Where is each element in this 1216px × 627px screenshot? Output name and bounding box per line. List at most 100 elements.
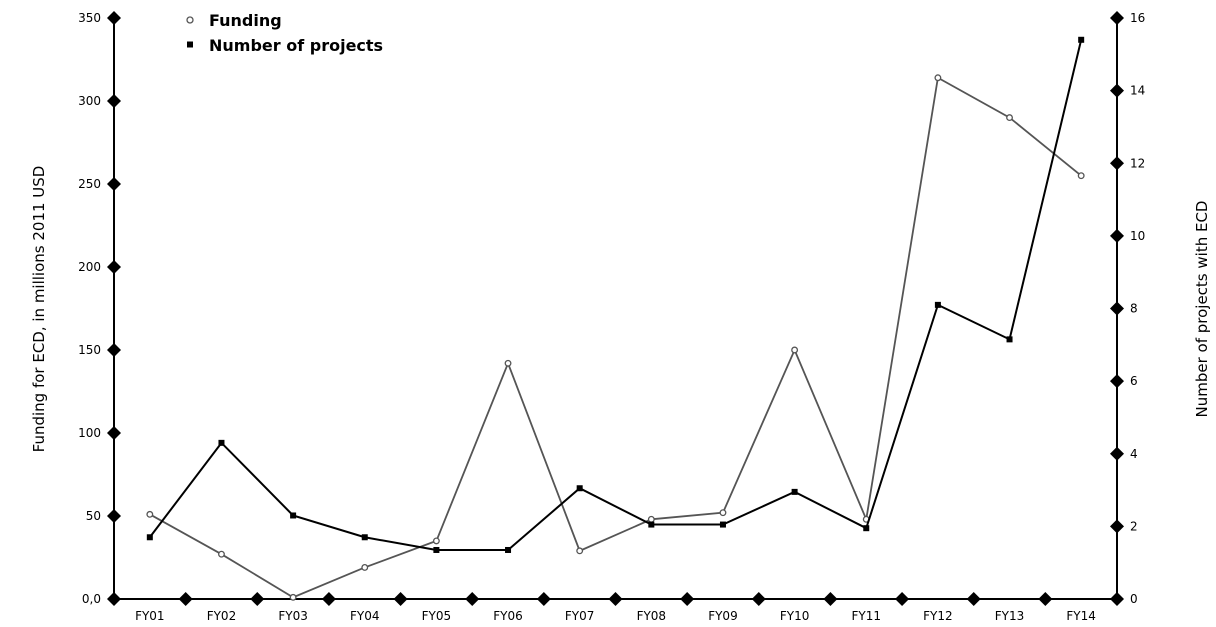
y2-tick-mark <box>1110 229 1124 243</box>
x-tick-label: FY14 <box>1066 609 1096 623</box>
funding-point <box>219 551 225 557</box>
x-tick-mark <box>895 592 909 606</box>
y-tick-label: 150 <box>78 343 101 357</box>
y-tick-label: 0,0 <box>82 592 101 606</box>
funding-point <box>505 360 511 366</box>
projects-point <box>648 522 654 528</box>
legend-funding-label: Funding <box>209 11 282 30</box>
y2-tick-mark <box>1110 447 1124 461</box>
y2-tick-mark <box>1110 374 1124 388</box>
x-tick-mark <box>250 592 264 606</box>
x-tick-label: FY01 <box>135 609 165 623</box>
projects-point <box>290 512 296 518</box>
funding-point <box>147 512 153 518</box>
x-tick-mark <box>322 592 336 606</box>
axes <box>114 18 1117 599</box>
x-tick-mark <box>680 592 694 606</box>
x-tick-label: FY09 <box>708 609 738 623</box>
funding-point <box>792 347 798 353</box>
y2-tick-mark <box>1110 592 1124 606</box>
projects-point <box>1078 37 1084 43</box>
y2-tick-mark <box>1110 156 1124 170</box>
y2-tick-label: 10 <box>1130 229 1145 243</box>
projects-point <box>720 522 726 528</box>
ticks: 0,0 50 100 150 200 250 300 350 0 2 4 6 8 10 12 14 16 FY01… <box>78 11 1145 623</box>
x-tick-label: FY08 <box>637 609 667 623</box>
y2-tick-label: 8 <box>1130 302 1138 316</box>
projects-point <box>863 525 869 531</box>
x-tick-mark <box>537 592 551 606</box>
projects-point <box>433 547 439 553</box>
funding-point <box>1078 173 1084 179</box>
y2-tick-label: 16 <box>1130 11 1145 25</box>
y2-tick-mark <box>1110 11 1124 25</box>
funding-point <box>935 75 941 81</box>
y2-axis-title: Number of projects with ECD <box>1193 201 1211 418</box>
projects-point <box>577 485 583 491</box>
y-tick-mark <box>107 11 121 25</box>
x-tick-mark <box>179 592 193 606</box>
x-tick-label: FY03 <box>278 609 308 623</box>
y-tick-mark <box>107 343 121 357</box>
x-tick-label: FY11 <box>851 609 881 623</box>
y2-tick-mark <box>1110 302 1124 316</box>
y-tick-mark <box>107 177 121 191</box>
x-tick-label: FY04 <box>350 609 380 623</box>
legend-projects-label: Number of projects <box>209 36 383 55</box>
y-tick-label: 200 <box>78 260 101 274</box>
y2-tick-mark <box>1110 84 1124 98</box>
legend-projects-marker <box>187 42 193 48</box>
projects-point <box>147 534 153 540</box>
funding-point <box>720 510 726 516</box>
x-tick-label: FY10 <box>780 609 810 623</box>
y-tick-label: 100 <box>78 426 101 440</box>
y2-tick-label: 0 <box>1130 592 1138 606</box>
projects-point <box>505 547 511 553</box>
x-tick-mark <box>465 592 479 606</box>
projects-point <box>1007 336 1013 342</box>
projects-point <box>362 534 368 540</box>
x-tick-mark <box>752 592 766 606</box>
y-axis-title: Funding for ECD, in millions 2011 USD <box>30 166 48 453</box>
x-tick-label: FY06 <box>493 609 523 623</box>
x-tick-label: FY07 <box>565 609 595 623</box>
x-tick-mark <box>609 592 623 606</box>
funding-point <box>1007 115 1013 121</box>
y2-tick-label: 14 <box>1130 84 1145 98</box>
y-tick-mark <box>107 426 121 440</box>
projects-point <box>935 302 941 308</box>
y-tick-mark <box>107 260 121 274</box>
x-tick-mark <box>967 592 981 606</box>
funding-point <box>577 548 583 554</box>
y2-tick-label: 12 <box>1130 156 1145 170</box>
y2-tick-label: 4 <box>1130 447 1138 461</box>
x-tick-mark <box>823 592 837 606</box>
y-tick-mark <box>107 94 121 108</box>
x-tick-mark <box>1038 592 1052 606</box>
y-tick-label: 350 <box>78 11 101 25</box>
x-tick-label: FY05 <box>422 609 452 623</box>
y-tick-label: 250 <box>78 177 101 191</box>
projects-point <box>218 440 224 446</box>
x-tick-mark <box>394 592 408 606</box>
legend-funding-marker <box>187 17 193 23</box>
x-tick-label: FY02 <box>207 609 237 623</box>
x-tick-label: FY12 <box>923 609 953 623</box>
funding-point <box>362 565 368 571</box>
funding-point <box>290 595 296 601</box>
x-tick-label: FY13 <box>995 609 1025 623</box>
y-tick-label: 50 <box>86 509 101 523</box>
y-tick-mark <box>107 509 121 523</box>
y-tick-label: 300 <box>78 94 101 108</box>
y2-tick-mark <box>1110 519 1124 533</box>
y-tick-mark <box>107 592 121 606</box>
funding-point <box>434 538 440 544</box>
y2-tick-label: 2 <box>1130 519 1138 533</box>
series-line-0 <box>150 78 1081 598</box>
projects-point <box>792 489 798 495</box>
series <box>147 37 1084 600</box>
series-line-1 <box>150 40 1081 550</box>
funding-point <box>649 517 655 523</box>
y2-tick-label: 6 <box>1130 374 1138 388</box>
